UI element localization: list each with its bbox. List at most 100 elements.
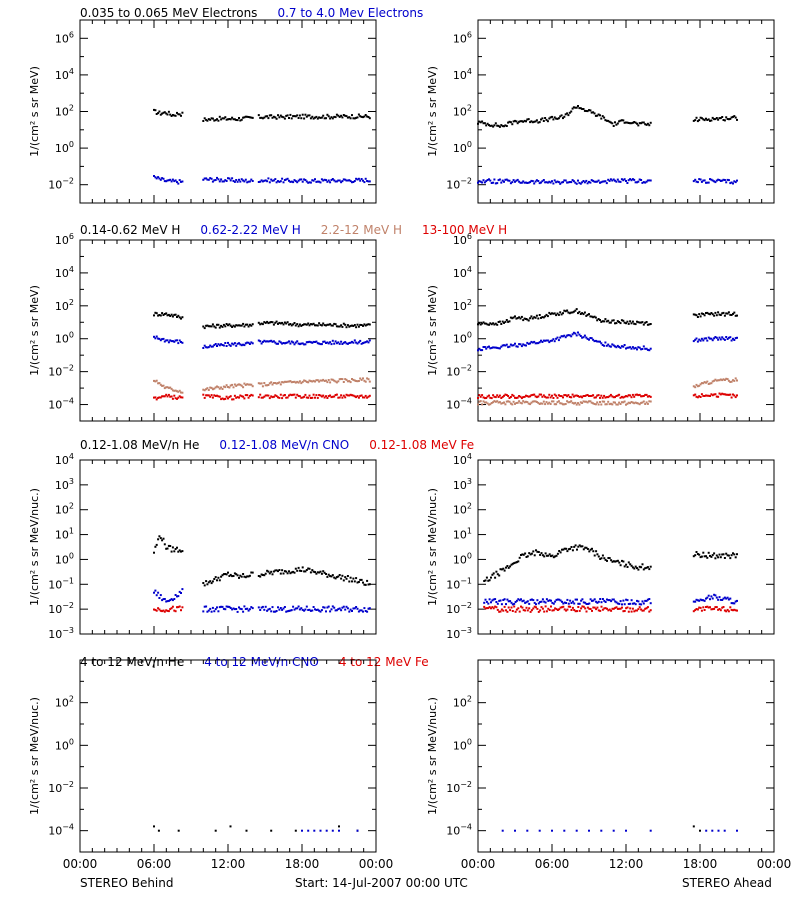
data-point: [600, 320, 603, 323]
data-point: [572, 106, 575, 109]
data-point: [272, 115, 275, 118]
data-point: [296, 323, 299, 326]
data-point: [597, 179, 600, 182]
data-point: [559, 599, 562, 602]
data-point: [593, 396, 596, 399]
data-point: [588, 109, 590, 112]
data-point: [305, 323, 308, 326]
data-point: [702, 551, 705, 554]
data-point: [696, 396, 699, 399]
data-point: [349, 608, 352, 611]
data-point: [567, 605, 570, 608]
data-point: [634, 323, 637, 326]
data-point: [481, 403, 484, 406]
data-point: [618, 120, 621, 123]
data-point: [207, 178, 210, 181]
data-point: [514, 601, 517, 603]
data-point: [640, 395, 643, 398]
data-point: [154, 176, 157, 179]
data-point: [698, 119, 701, 122]
series-0-14-0-62-mev-h: [477, 308, 738, 326]
data-point: [355, 380, 358, 382]
data-point: [248, 394, 251, 397]
data-point: [161, 177, 164, 180]
data-point: [228, 396, 231, 399]
data-point: [544, 403, 547, 406]
data-point: [553, 179, 556, 182]
data-point: [638, 603, 641, 606]
data-point: [698, 395, 701, 398]
data-point: [715, 314, 718, 317]
data-point: [622, 396, 625, 399]
data-point: [157, 176, 160, 179]
data-point: [586, 401, 589, 404]
data-point: [366, 340, 369, 343]
data-point: [289, 113, 292, 116]
data-point: [515, 120, 518, 123]
data-point: [322, 378, 325, 381]
data-point: [734, 609, 737, 612]
data-point: [622, 560, 625, 563]
data-point: [563, 601, 566, 604]
data-point: [529, 121, 532, 124]
data-point: [222, 344, 225, 347]
data-point: [294, 180, 297, 183]
data-point: [364, 114, 367, 116]
data-point: [283, 394, 286, 396]
data-point: [489, 124, 492, 127]
data-point: [492, 598, 495, 601]
data-point: [319, 323, 322, 326]
data-point: [713, 379, 716, 382]
data-point: [162, 384, 165, 387]
data-point: [544, 181, 547, 184]
data-point: [733, 115, 736, 118]
data-point: [640, 179, 643, 181]
data-point: [490, 182, 493, 184]
data-point: [283, 570, 286, 573]
data-point: [282, 381, 285, 384]
data-point: [579, 395, 582, 398]
data-point: [283, 342, 286, 345]
data-point: [638, 606, 641, 609]
data-point: [692, 600, 695, 603]
data-point: [699, 339, 702, 342]
data-point: [308, 394, 311, 397]
row-1-legend: 0.14-0.62 MeV H 0.62-2.22 MeV H 2.2-12 MeV…: [80, 223, 507, 237]
data-point: [486, 395, 489, 398]
data-point: [486, 122, 489, 125]
data-point: [327, 573, 330, 576]
data-point: [247, 383, 250, 386]
data-point: [552, 602, 555, 605]
data-point: [511, 603, 514, 606]
data-point: [496, 182, 499, 185]
data-point: [153, 551, 155, 554]
data-point: [154, 380, 157, 383]
data-point: [518, 400, 521, 403]
data-point: [700, 382, 703, 385]
data-point: [648, 568, 651, 571]
data-point: [496, 346, 499, 349]
data-point: [626, 395, 629, 398]
data-point: [637, 568, 640, 571]
data-point: [566, 395, 569, 398]
data-point: [726, 118, 729, 120]
data-point: [275, 117, 278, 120]
data-point: [577, 402, 579, 405]
data-point: [729, 393, 732, 396]
data-point: [612, 829, 615, 832]
data-point: [363, 583, 366, 586]
data-point: [590, 111, 593, 114]
data-point: [157, 396, 160, 399]
y-tick-label: 106: [453, 30, 472, 45]
data-point: [279, 180, 282, 183]
data-point: [330, 396, 333, 399]
data-point: [229, 384, 232, 387]
data-point: [312, 379, 315, 382]
data-point: [559, 311, 562, 314]
data-point: [207, 581, 210, 584]
data-point: [732, 393, 734, 396]
data-point: [721, 553, 724, 556]
data-point: [557, 117, 560, 120]
data-point: [714, 557, 717, 560]
data-point: [570, 609, 573, 611]
